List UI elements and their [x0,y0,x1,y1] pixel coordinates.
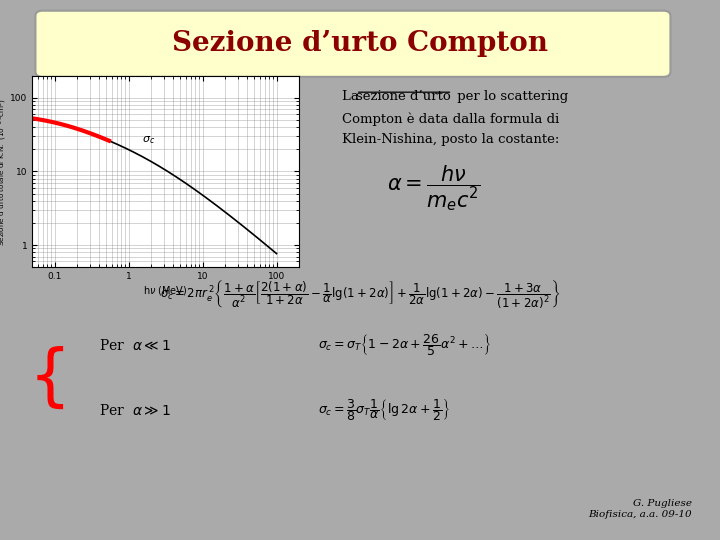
Text: Per  $\alpha \gg 1$: Per $\alpha \gg 1$ [99,403,171,418]
Text: Compton è data dalla formula di: Compton è data dalla formula di [342,112,559,126]
Text: $\{$: $\{$ [28,345,64,411]
Text: Per  $\alpha \ll 1$: Per $\alpha \ll 1$ [99,338,171,353]
Text: La: La [342,90,363,103]
Text: $\sigma_c = \dfrac{3}{8} \sigma_T \dfrac{1}{\alpha} \left\{ \lg 2\alpha + \dfrac: $\sigma_c = \dfrac{3}{8} \sigma_T \dfrac… [318,397,450,423]
Text: sezione d’urto: sezione d’urto [356,90,451,103]
Text: G. Pugliese
Biofisica, a.a. 09-10: G. Pugliese Biofisica, a.a. 09-10 [588,500,692,519]
Text: $\sigma_c$: $\sigma_c$ [142,134,155,146]
X-axis label: h$\nu$ (MeV): h$\nu$ (MeV) [143,284,188,297]
Text: $\alpha = \dfrac{h\nu}{m_e c^2}$: $\alpha = \dfrac{h\nu}{m_e c^2}$ [387,163,481,213]
Text: $\sigma_c = 2\pi r_e^{\,2} \left\{ \dfrac{1+\alpha}{\alpha^2} \left[ \dfrac{2(1+: $\sigma_c = 2\pi r_e^{\,2} \left\{ \dfra… [160,278,560,310]
Text: Klein-Nishina, posto la costante:: Klein-Nishina, posto la costante: [342,133,559,146]
Text: per lo scattering: per lo scattering [453,90,568,103]
Text: $\sigma_c = \sigma_T \left\{ 1 - 2\alpha + \dfrac{26}{5}\alpha^2 + \ldots \right: $\sigma_c = \sigma_T \left\{ 1 - 2\alpha… [318,332,491,358]
Y-axis label: Sezione d’urto totale di K.N.  $(10^{-26}\mathrm{cm}^2)$: Sezione d’urto totale di K.N. $(10^{-26}… [0,97,9,246]
FancyBboxPatch shape [35,11,670,77]
Text: Sezione d’urto Compton: Sezione d’urto Compton [172,30,548,57]
